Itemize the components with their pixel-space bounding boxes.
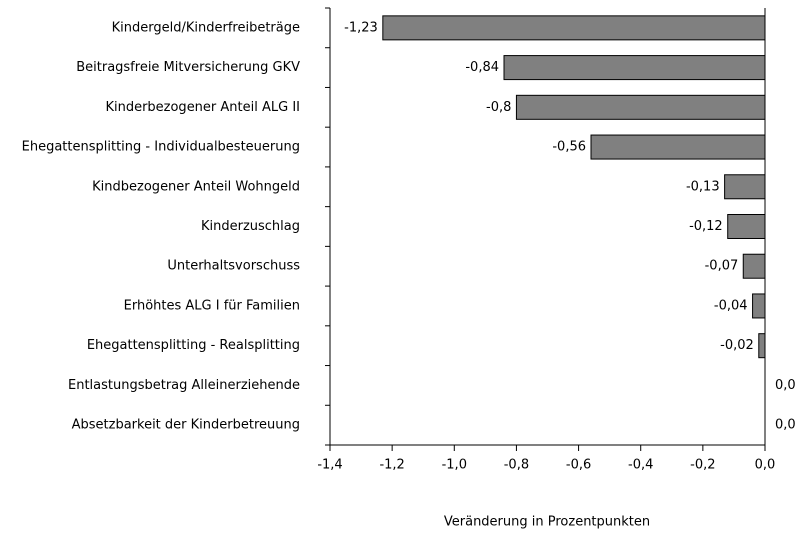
bar [727, 214, 766, 239]
value-label: -0,56 [552, 140, 586, 155]
y-tick-label: Entlastungsbetrag Alleinerziehende [68, 378, 300, 393]
value-label: -0,02 [720, 338, 754, 353]
bar [742, 253, 766, 279]
bar [382, 15, 766, 41]
x-tick-label: -0,2 [690, 458, 715, 473]
bar [752, 293, 766, 319]
value-label: -0,13 [686, 179, 720, 194]
y-tick-label: Ehegattensplitting - Individualbesteueru… [22, 140, 300, 155]
value-label: 0,0 [775, 378, 796, 393]
value-label: -0,12 [689, 219, 723, 234]
y-tick-label: Ehegattensplitting - Realsplitting [87, 338, 300, 353]
x-tick-label: -1,4 [317, 458, 342, 473]
value-label: -0,04 [714, 298, 748, 313]
x-axis-title: Veränderung in Prozentpunkten [444, 515, 650, 530]
value-label: -0,84 [465, 60, 499, 75]
y-tick-label: Kinderzuschlag [201, 219, 300, 234]
x-tick-label: -0,6 [566, 458, 591, 473]
x-tick-label: 0,0 [755, 458, 776, 473]
bar [758, 333, 766, 359]
bar [590, 134, 766, 160]
bar [724, 174, 766, 200]
x-tick-label: -0,4 [628, 458, 653, 473]
y-tick-label: Kindbezogener Anteil Wohngeld [92, 179, 300, 194]
value-label: 0,0 [775, 418, 796, 433]
y-tick-label: Erhöhtes ALG I für Familien [124, 298, 300, 313]
y-tick-label: Unterhaltsvorschuss [167, 259, 300, 274]
x-tick-label: -0,8 [504, 458, 529, 473]
y-tick-label: Absetzbarkeit der Kinderbetreuung [72, 418, 300, 433]
y-tick-label: Kindergeld/Kinderfreibeträge [112, 20, 300, 35]
value-label: -0,8 [486, 100, 511, 115]
y-tick-label: Beitragsfreie Mitversicherung GKV [76, 60, 300, 75]
value-label: -1,23 [344, 20, 378, 35]
value-label: -0,07 [705, 259, 739, 274]
y-tick-label: Kinderbezogener Anteil ALG II [105, 100, 300, 115]
x-tick-label: -1,0 [442, 458, 467, 473]
bar [503, 55, 766, 81]
x-tick-label: -1,2 [379, 458, 404, 473]
bar [515, 94, 766, 120]
